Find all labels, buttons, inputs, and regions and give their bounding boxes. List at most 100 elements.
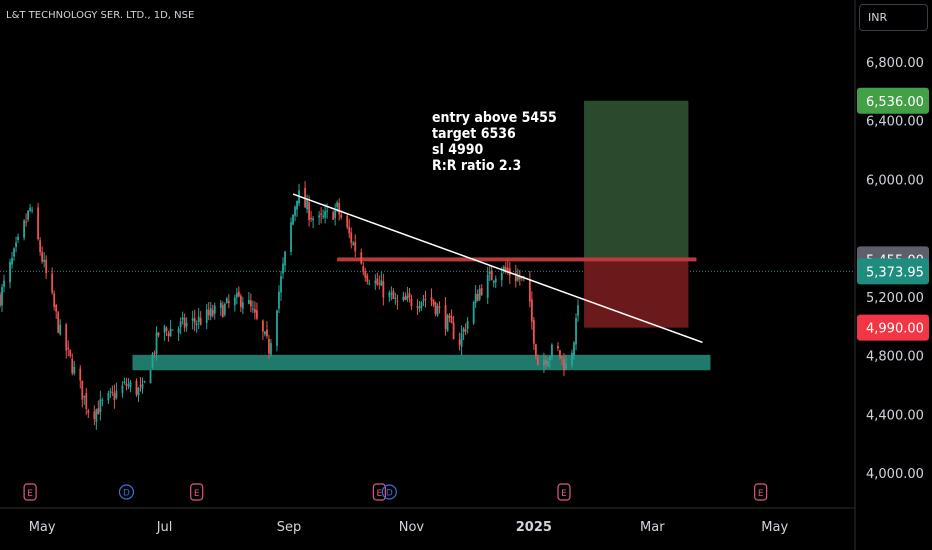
price-tick-label: 4,400.00 [866,408,924,423]
candle-body [213,305,216,314]
candle-body [227,301,230,304]
candle-body [430,297,433,301]
drawing-layer [132,100,711,371]
earnings-icon[interactable]: E [754,483,768,501]
candle-body [294,206,296,216]
candle-body [51,273,54,293]
candle-body [193,318,196,323]
earnings-icon-frame [557,483,571,501]
entry-line [337,257,697,262]
dividend-icon-frame [381,484,397,500]
candle-body [45,259,48,273]
candle-body [438,306,441,308]
earnings-icon[interactable]: E [372,483,386,501]
candle-body [11,258,13,265]
candle-body [282,263,284,274]
candle-body [492,280,495,283]
candle-body [241,302,244,309]
candle-body [0,294,1,306]
candle-body [264,331,266,335]
candle-body [207,309,210,316]
earnings-icon[interactable]: E [23,483,37,501]
candle-body [420,301,423,308]
candle-body [536,357,539,366]
candle-body [266,329,268,337]
candle-body [476,293,479,302]
candle-body [545,360,547,365]
candle-body [185,323,188,327]
candle-body [233,297,236,306]
candle-body [123,381,126,384]
candle-body [446,315,449,332]
candle-body [448,315,451,318]
candle-body [55,304,58,312]
price-tick-label: 4,000.00 [866,467,924,482]
candle-body [65,324,68,351]
time-tick-label: May [761,520,788,535]
time-tick-label: Sep [277,520,302,535]
candle-body [195,323,198,326]
price-tick-label: 6,000.00 [866,173,924,188]
candle-body [3,280,5,287]
dividend-icon[interactable]: D [381,484,397,500]
candle-body [143,380,146,382]
trendline-layer [292,193,703,344]
candle-body [53,293,56,308]
candle-body [205,309,208,323]
candle-body [362,266,365,273]
earnings-icon[interactable]: E [557,483,571,501]
candle-body [551,344,553,357]
candle-body [107,392,110,401]
candle-body [444,305,447,329]
candle-body [436,305,439,316]
candle-body [547,361,549,367]
candle-body [374,280,377,284]
candle-body [31,209,34,211]
candle-body [219,302,222,308]
candle-body [502,266,505,271]
candle-body [577,305,579,316]
candle-body [559,350,561,358]
candle-body [17,236,19,241]
candle-body [573,342,575,356]
price-tag [857,87,929,114]
time-tick-label: 2025 [516,520,552,535]
candle-body [278,291,280,309]
candle-body [563,359,565,371]
dividend-icon-letter: D [386,489,393,499]
candle-body [296,200,298,210]
candle-body [153,352,156,354]
price-tag [857,258,929,285]
candle-body [408,292,411,298]
candle-body [39,240,42,253]
candle-body [237,291,240,297]
candle-body [522,276,525,278]
candle-body [81,380,84,400]
candle-body [199,318,202,325]
candle-body [326,210,329,212]
earnings-icon[interactable]: E [190,483,204,501]
candle-body [85,392,88,410]
candle-body [139,385,142,387]
candle-body [129,382,132,388]
candle-body [262,320,264,332]
candle-body [179,321,182,327]
candle-body [109,391,112,393]
candle-body [93,411,96,419]
candle-body [177,328,180,333]
candle-body [488,271,491,274]
candle-body [113,393,116,401]
candle-body [167,333,170,337]
candle-body [41,251,44,262]
currency-selector-button[interactable]: INR [859,4,928,31]
candle-body [534,344,537,357]
candle-body [549,357,551,361]
candle-body [382,281,385,298]
candle-body [396,300,399,302]
dividend-icon[interactable]: D [118,484,135,500]
candle-body [27,210,29,220]
candle-body [392,290,395,299]
candle-body [221,304,224,318]
